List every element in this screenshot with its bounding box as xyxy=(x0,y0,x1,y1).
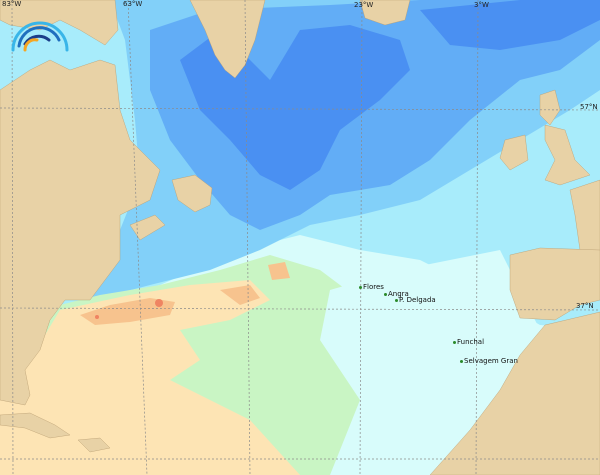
place-flores[interactable]: Flores xyxy=(359,283,384,291)
britain xyxy=(544,124,591,186)
nova-scotia xyxy=(129,214,166,241)
iceland xyxy=(359,0,411,26)
pale-water-zone xyxy=(320,250,540,475)
place-p-delgada[interactable]: P. Delgada xyxy=(395,296,436,304)
longitude-label: 23°W xyxy=(354,1,374,9)
hispaniola xyxy=(77,437,111,453)
scotland xyxy=(539,89,561,126)
orange-water-zone-3 xyxy=(268,262,290,280)
orange-water-zone-2 xyxy=(220,285,260,305)
location-dot-icon xyxy=(453,340,456,344)
cuba xyxy=(0,412,71,439)
greenland xyxy=(189,0,266,79)
wave-arcs-logo-icon xyxy=(11,21,69,52)
latitude-label: 57°N xyxy=(580,103,598,111)
parallel-line xyxy=(0,107,600,111)
longitude-label: 63°W xyxy=(123,0,143,8)
place-angra[interactable]: Angra xyxy=(384,290,409,298)
place-funchal[interactable]: Funchal xyxy=(453,338,484,346)
labrador-canada xyxy=(0,59,161,406)
peach-water-zone xyxy=(0,280,300,475)
red-hotspot xyxy=(155,299,163,307)
latitude-label: 37°N xyxy=(576,302,594,310)
baffin-island xyxy=(0,0,119,46)
iberia xyxy=(509,247,600,321)
ireland xyxy=(499,134,529,171)
meridian-line xyxy=(127,0,148,475)
parallel-line xyxy=(0,307,600,311)
longitude-label: 3°W xyxy=(474,1,489,9)
red-hotspot-2 xyxy=(95,315,99,319)
africa xyxy=(429,311,600,475)
place-selvagem-gran[interactable]: Selvagem Gran xyxy=(460,357,518,365)
meridian-line xyxy=(359,0,363,475)
meridian-line xyxy=(475,0,479,475)
location-dot-icon xyxy=(384,292,387,296)
deep-blue-water-zone-2 xyxy=(420,0,600,50)
location-dot-icon xyxy=(395,298,398,302)
location-dot-icon xyxy=(460,359,463,363)
meridian-line xyxy=(244,0,251,475)
orange-water-zone xyxy=(80,298,175,325)
meridian-line xyxy=(11,0,14,475)
newfoundland xyxy=(171,174,213,213)
location-dot-icon xyxy=(359,285,362,289)
longitude-label: 83°W xyxy=(2,0,22,8)
